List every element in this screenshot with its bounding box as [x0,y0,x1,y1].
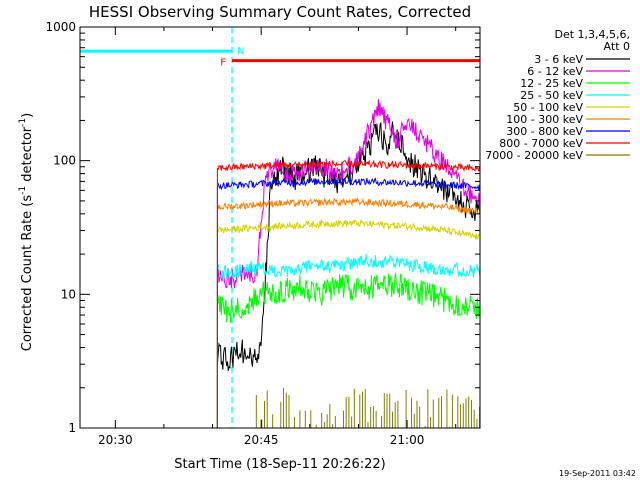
x-tick-label: 21:00 [390,433,425,447]
x-tick-label: 20:30 [98,433,133,447]
legend-entry-label: 12 - 25 keV [520,77,583,90]
x-tick-label: 20:45 [244,433,279,447]
series-line [216,121,480,371]
y-axis-label: Corrected Count Rate (s-1 detector-1) [18,113,35,351]
series-line [216,197,480,215]
axis-ticks: 1 10 100 1000 20:30 20:45 21:00 [45,20,480,447]
series-line [217,253,480,280]
series-100-300kev [216,197,480,428]
event-flag-labels: NFS [220,46,244,69]
legend-entry-label: 3 - 6 keV [534,53,583,66]
event-flag-label: N [237,46,244,57]
y-axis-label-main: Corrected Count Rate (s [20,195,35,352]
x-axis-label: Start Time (18-Sep-11 20:26:22) [174,457,385,472]
series-7000-20000kev [255,387,480,428]
series-800-7000kev [216,159,480,428]
series-line [216,99,480,289]
series-line [216,218,480,240]
series-line [217,159,480,172]
series-50-100kev [216,218,480,428]
y-axis-label-exp2: -1 [18,118,28,127]
event-flag-label: F [220,58,226,69]
y-tick-label: 1 [68,421,76,435]
legend-entry-label: 300 - 800 keV [506,125,583,138]
series-line [216,272,480,324]
y-axis-label-exp1: -1 [18,186,28,195]
y-tick-label: 100 [53,154,76,168]
y-axis-label-close: ) [20,113,35,118]
data-series-layer [216,99,480,428]
y-axis-label-mid: detector [20,126,35,186]
legend-header: Att 0 [604,40,630,53]
legend-header: Det 1,3,4,5,6, [554,28,630,41]
plot-frame [79,26,481,429]
series-line [217,177,480,191]
legend-entry-label: 800 - 7000 keV [499,137,583,150]
series-300-800kev [216,177,480,428]
legend-entry-label: 50 - 100 keV [513,101,583,114]
legend-entry-label: 25 - 50 keV [520,89,583,102]
y-tick-label: 1000 [45,20,76,34]
y-tick-label: 10 [61,287,76,301]
event-flag-bars [80,49,480,63]
legend-entry-label: 100 - 300 keV [506,113,583,126]
legend-entry-label: 7000 - 20000 keV [485,149,583,162]
chart-title: HESSI Observing Summary Count Rates, Cor… [89,3,471,21]
legend-entry-label: 6 - 12 keV [527,65,583,78]
footer-date: 19-Sep-2011 03:42 [559,469,636,478]
